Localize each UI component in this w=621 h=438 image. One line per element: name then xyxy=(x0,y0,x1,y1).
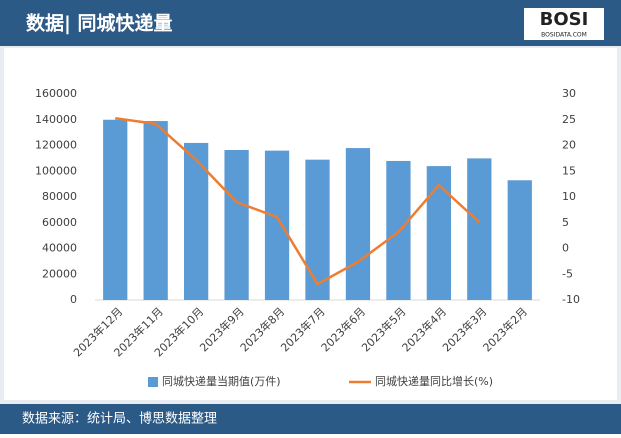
y2-tick-label: 25 xyxy=(562,113,576,126)
logo: BOSI xyxy=(540,9,589,30)
footer-bar xyxy=(0,404,621,434)
bar xyxy=(143,121,168,300)
y-tick-label: 120000 xyxy=(35,139,77,152)
logo-box xyxy=(524,8,604,40)
y2-tick-label: 15 xyxy=(562,164,576,177)
y-tick-label: 80000 xyxy=(42,190,77,203)
y2-tick-label: -5 xyxy=(562,267,573,280)
y-tick-label: 60000 xyxy=(42,216,77,229)
y-tick-label: 20000 xyxy=(42,267,77,280)
bar xyxy=(507,180,532,300)
bar xyxy=(103,119,128,300)
legend-swatch xyxy=(148,377,158,387)
bar xyxy=(467,158,492,300)
source: 数据来源：统计局、博思数据整理 xyxy=(22,412,217,427)
y-tick-label: 160000 xyxy=(35,87,77,100)
bar xyxy=(305,159,330,300)
y2-tick-label: 30 xyxy=(562,87,576,100)
y2-tick-label: 5 xyxy=(562,216,569,229)
y2-tick-label: 0 xyxy=(562,242,569,255)
y2-tick-label: -10 xyxy=(562,293,580,306)
y-tick-label: 40000 xyxy=(42,242,77,255)
bar xyxy=(184,142,209,300)
legend-label: 同城快递量当期值(万件) xyxy=(162,374,281,388)
bar xyxy=(264,150,290,300)
bar xyxy=(426,166,451,300)
y2-tick-label: 10 xyxy=(562,190,576,203)
y-tick-label: 140000 xyxy=(35,113,77,126)
line xyxy=(115,116,481,286)
header-bar xyxy=(0,0,621,46)
y-tick-label: 0 xyxy=(70,293,77,306)
y-tick-label: 100000 xyxy=(35,164,77,177)
y2-tick-label: 20 xyxy=(562,139,576,152)
logo-sub: BOSIDATA.COM xyxy=(541,32,587,39)
chart-title: 数据| 同城快递量 xyxy=(26,12,173,35)
bar xyxy=(345,148,371,300)
bar xyxy=(224,150,249,300)
legend-label: 同城快递量同比增长(%) xyxy=(375,374,493,388)
